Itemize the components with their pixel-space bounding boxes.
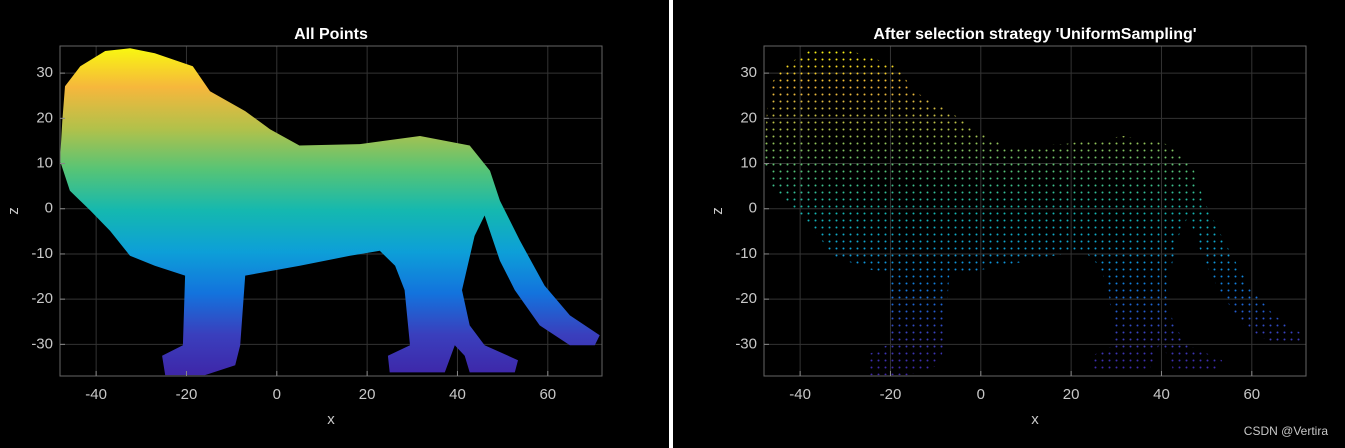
x-tick-label: 60 — [539, 386, 556, 403]
divider — [669, 0, 673, 448]
y-tick-label: -10 — [31, 245, 53, 262]
x-tick-label: 40 — [1153, 386, 1170, 403]
x-tick-label: 20 — [359, 386, 376, 403]
y-tick-label: -20 — [31, 290, 53, 307]
y-tick-label: 10 — [740, 155, 757, 172]
y-tick-label: -20 — [735, 290, 757, 307]
chart-title: After selection strategy 'UniformSamplin… — [873, 26, 1196, 43]
y-tick-label: -10 — [735, 245, 757, 262]
y-tick-label: -30 — [31, 335, 53, 352]
axes-frame — [59, 45, 603, 377]
y-tick-label: 10 — [36, 155, 53, 172]
x-tick-label: -40 — [789, 386, 811, 403]
y-tick-label: 30 — [740, 64, 757, 81]
point-cloud — [764, 48, 1304, 376]
y-axis-label: z — [5, 207, 22, 215]
x-tick-label: -40 — [85, 386, 107, 403]
x-tick-label: 0 — [273, 386, 281, 403]
x-tick-label: -20 — [880, 386, 902, 403]
y-tick-label: 30 — [36, 64, 53, 81]
point-cloud — [60, 48, 600, 376]
chart-title: All Points — [294, 26, 368, 43]
y-tick-label: 0 — [749, 200, 757, 217]
x-tick-label: 40 — [449, 386, 466, 403]
axes-frame — [763, 45, 1307, 377]
y-tick-label: 20 — [36, 109, 53, 126]
watermark: CSDN @Vertira — [1244, 424, 1329, 438]
y-tick-label: 20 — [740, 109, 757, 126]
y-axis-label: z — [709, 207, 726, 215]
y-tick-label: -30 — [735, 335, 757, 352]
x-axis-label: x — [1031, 411, 1039, 428]
x-tick-label: 60 — [1243, 386, 1260, 403]
y-tick-label: 0 — [45, 200, 53, 217]
x-tick-label: 20 — [1063, 386, 1080, 403]
x-tick-label: 0 — [977, 386, 985, 403]
x-tick-label: -20 — [176, 386, 198, 403]
x-axis-label: x — [327, 411, 335, 428]
